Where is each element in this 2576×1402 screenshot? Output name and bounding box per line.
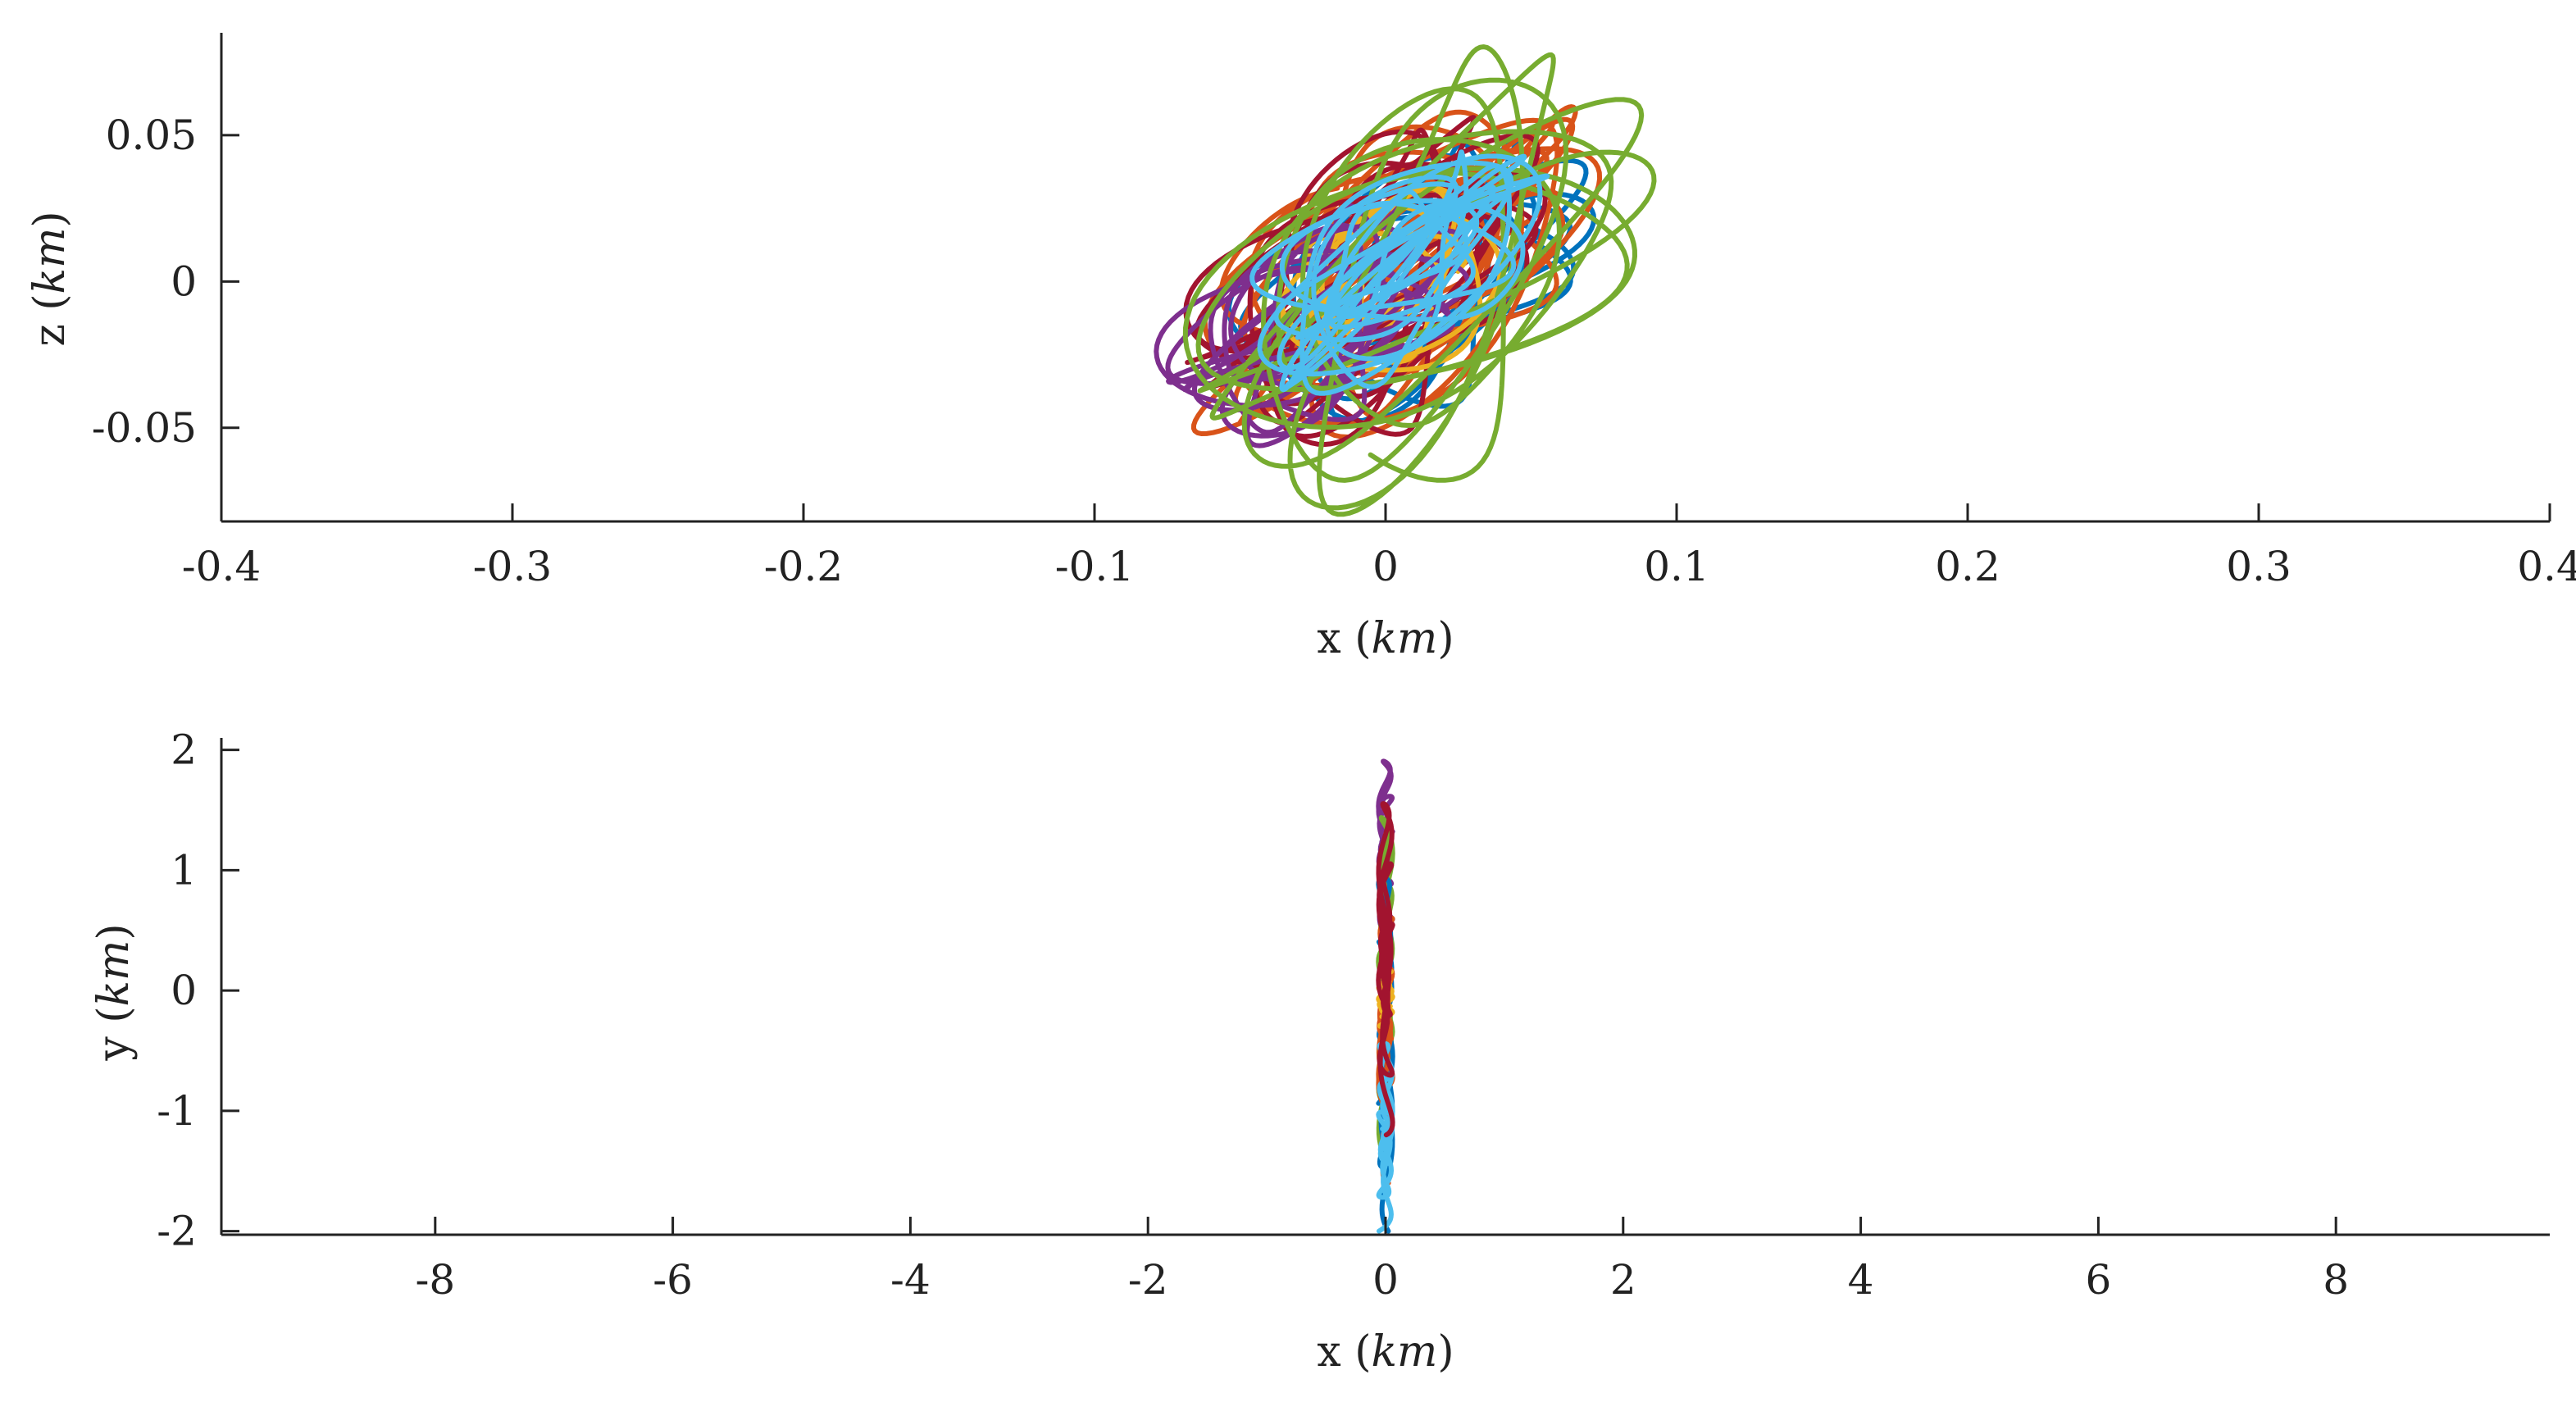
- xy-x-tick-label: 6: [2085, 1256, 2111, 1304]
- xz-y-axis-label: z (km): [25, 211, 75, 346]
- xz-x-tick-label: 0.1: [1644, 543, 1709, 590]
- xy-x-tick-label: 2: [1610, 1256, 1636, 1304]
- xz-x-tick-label: 0.3: [2226, 543, 2292, 590]
- xz-y-tick-label: 0.05: [106, 112, 197, 159]
- xy-x-tick-label: -2: [1128, 1256, 1168, 1304]
- xz-x-tick-label: -0.2: [764, 543, 843, 590]
- xy-y-tick-label: 2: [171, 726, 197, 774]
- xy-trajectory-lightblue: [1376, 1040, 1395, 1234]
- xz-trajectories: [1154, 44, 1657, 517]
- xy-x-tick-label: -6: [653, 1256, 693, 1304]
- xz-trajectory-lightblue: [1249, 149, 1550, 396]
- xz-y-tick-label: -0.05: [92, 404, 197, 452]
- xz-trajectory-green: [1182, 44, 1657, 517]
- xz-x-axis-label: x (km): [1317, 614, 1454, 663]
- xy-trajectories: [1376, 758, 1395, 1234]
- xz-y-tick-label: 0: [171, 257, 197, 305]
- xy-y-axis-label: y (km): [89, 923, 139, 1061]
- xz-x-tick-label: -0.1: [1055, 543, 1134, 590]
- xy-x-tick-label: 0: [1372, 1256, 1399, 1304]
- xy-x-tick-label: -4: [890, 1256, 931, 1304]
- xy-y-tick-label: 1: [171, 846, 197, 894]
- xy-x-axis-label: x (km): [1317, 1327, 1454, 1377]
- xz-x-tick-label: 0.4: [2517, 543, 2576, 590]
- xy-y-tick-label: 0: [171, 967, 197, 1014]
- xz-x-ticks: -0.4 -0.3 -0.2 -0.1 0 0.1 0.2 0.3 0.4: [182, 503, 2576, 590]
- xy-x-tick-label: 8: [2323, 1256, 2349, 1304]
- xy-panel: -8 -6 -4 -2 0 2 4 6 8 -2 -1 0 1 2 x (km) y (km): [89, 726, 2550, 1377]
- xy-y-ticks: -2 -1 0 1 2: [157, 726, 239, 1255]
- xy-x-tick-label: -8: [415, 1256, 455, 1304]
- xz-y-ticks: -0.05 0 0.05: [92, 112, 239, 452]
- xy-y-tick-label: -1: [157, 1087, 197, 1135]
- xy-y-tick-label: -2: [157, 1208, 197, 1255]
- xz-x-tick-label: 0.2: [1935, 543, 2000, 590]
- xy-trajectory-red: [1376, 801, 1395, 1138]
- xz-x-tick-label: 0: [1372, 543, 1399, 590]
- xz-x-tick-label: -0.3: [473, 543, 552, 590]
- xz-panel: -0.4 -0.3 -0.2 -0.1 0 0.1 0.2 0.3 0.4 -0.05 0 0.05…: [25, 33, 2576, 663]
- xz-x-tick-label: -0.4: [182, 543, 261, 590]
- xy-x-tick-label: 4: [1848, 1256, 1874, 1304]
- xy-x-ticks: -8 -6 -4 -2 0 2 4 6 8: [415, 1217, 2349, 1304]
